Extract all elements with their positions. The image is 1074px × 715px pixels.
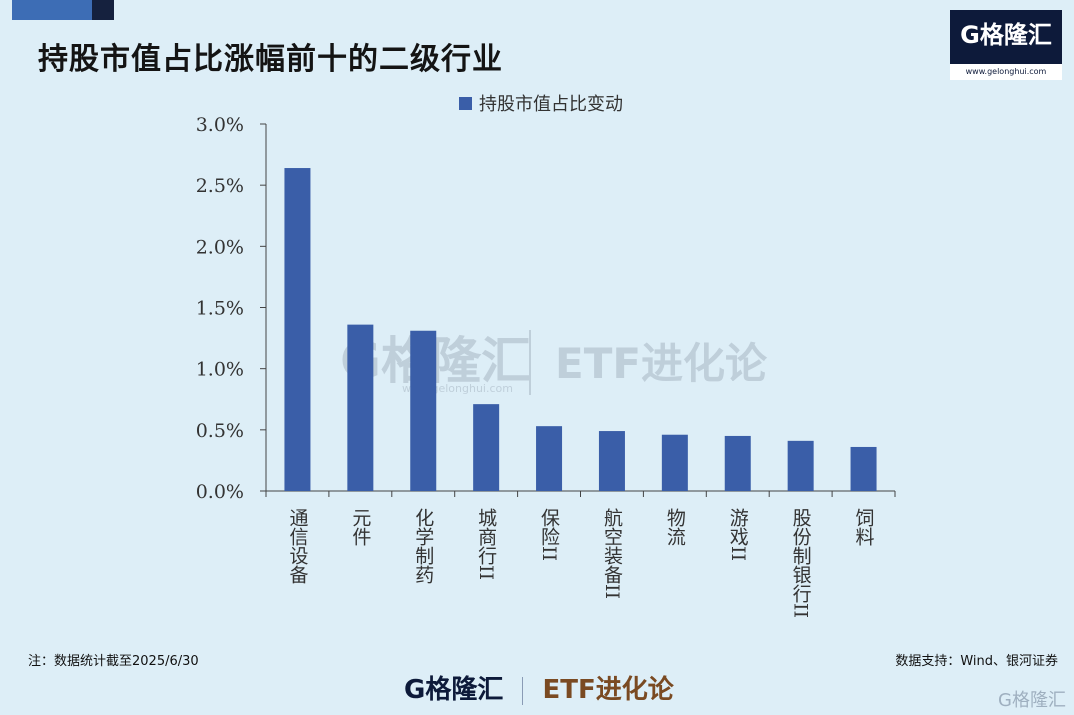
footer-divider bbox=[522, 676, 524, 705]
y-tick-label: 3.0% bbox=[196, 114, 244, 136]
y-tick-label: 2.5% bbox=[196, 175, 244, 197]
y-tick-label: 0.0% bbox=[196, 481, 244, 503]
watermark-etf: ETF进化论 bbox=[555, 339, 768, 388]
bar bbox=[598, 431, 625, 491]
y-tick-label: 2.0% bbox=[196, 236, 244, 258]
x-tick-label: 物流 bbox=[664, 508, 686, 546]
footer-etf: ETF进化论 bbox=[542, 675, 674, 705]
chart-legend: 持股市值占比变动 bbox=[459, 94, 623, 115]
watermark: G格隆汇 www.gelonghui.com ETF进化论 bbox=[340, 330, 768, 395]
brand-url: www.gelonghui.com bbox=[950, 64, 1062, 80]
bar bbox=[724, 435, 751, 491]
x-tick-label: 化学制药 bbox=[412, 508, 434, 584]
brand-logo-box: G格隆汇 www.gelonghui.com bbox=[950, 10, 1062, 80]
x-tick-label: 保险II bbox=[538, 508, 560, 561]
x-tick-label: 航空装备II bbox=[601, 508, 623, 599]
bar bbox=[850, 446, 877, 491]
bar bbox=[536, 426, 563, 491]
y-tick-label: 1.5% bbox=[196, 298, 244, 320]
legend-swatch bbox=[459, 97, 472, 110]
y-tick-label: 0.5% bbox=[196, 420, 244, 442]
page-title: 持股市值占比涨幅前十的二级行业 bbox=[38, 42, 503, 77]
brand-logo-text: G格隆汇 bbox=[960, 21, 1052, 49]
y-tick-label: 1.0% bbox=[196, 359, 244, 381]
x-tick-label: 元件 bbox=[349, 508, 371, 546]
bar bbox=[473, 404, 500, 491]
footer-logo: G格隆汇 bbox=[404, 675, 504, 705]
legend-label: 持股市值占比变动 bbox=[479, 94, 623, 115]
x-tick-label: 城商行II bbox=[475, 508, 497, 580]
bar bbox=[284, 168, 311, 492]
bar bbox=[410, 330, 437, 491]
chart-bars bbox=[284, 168, 877, 492]
header-accent-light bbox=[12, 0, 92, 20]
bar bbox=[661, 434, 688, 491]
bar bbox=[347, 324, 374, 491]
footer-brand: G格隆汇 ETF进化论 bbox=[404, 672, 704, 708]
x-tick-label: 游戏II bbox=[727, 508, 749, 561]
data-source: 数据支持：Wind、银河证券 bbox=[895, 654, 1058, 669]
header-accent-dark bbox=[92, 0, 114, 20]
x-tick-label: 通信设备 bbox=[286, 508, 308, 584]
bar bbox=[787, 440, 814, 491]
corner-watermark: G格隆汇 bbox=[998, 690, 1066, 711]
footnote: 注：数据统计截至2025/6/30 bbox=[28, 654, 199, 669]
x-tick-labels: 通信设备 元件 化学制药 城商行II 保险II 航空装备II 物流 游戏II 股份制银行II 饲料 bbox=[286, 508, 874, 618]
x-tick-label: 股份制银行II bbox=[790, 508, 812, 618]
x-tick-label: 饲料 bbox=[853, 508, 875, 546]
